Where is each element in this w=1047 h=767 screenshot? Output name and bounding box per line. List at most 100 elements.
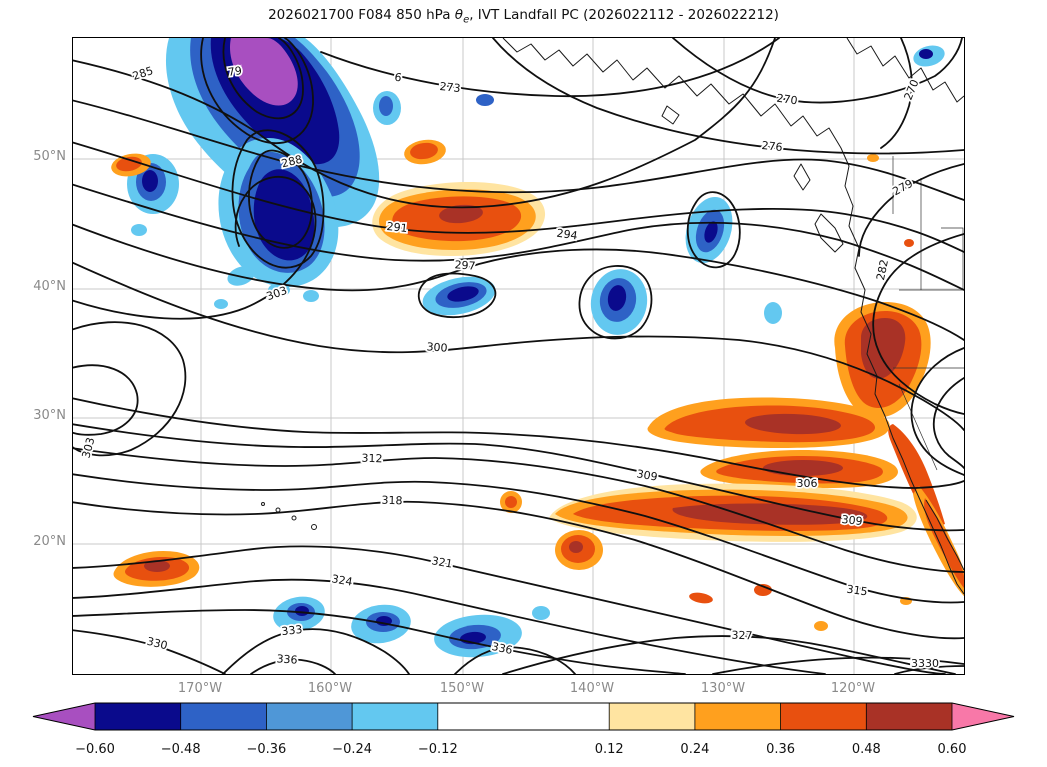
plot-area: 285 79 6 273 270 270 276 279 282 288 291 294 297 303 3… [72, 37, 965, 675]
theta-symbol: θe [454, 7, 470, 26]
contour-label: 3330 [911, 657, 939, 670]
contour-label: 291 [386, 220, 408, 235]
coastlines-part [661, 105, 680, 125]
shading-regions-part [379, 96, 393, 116]
contour-lines-part [73, 423, 964, 532]
contour-lines-part [73, 99, 964, 201]
contour-lines-part [73, 183, 964, 291]
contour-lines-part [872, 233, 964, 415]
colorbar-arrow [952, 703, 1014, 730]
contour-label: 282 [874, 258, 891, 281]
shading-regions-part [295, 606, 309, 616]
shading-regions-part [704, 221, 718, 243]
colorbar-tick-label: −0.36 [246, 742, 286, 757]
contour-label: 79 [227, 64, 243, 79]
contour-lines-part [73, 223, 964, 341]
contour-label: 297 [454, 258, 476, 272]
colorbar-arrow [33, 703, 95, 730]
colorbar-tick-label: −0.60 [75, 742, 115, 757]
contour-label: 306 [797, 477, 818, 490]
contour-label: 309 [636, 467, 659, 483]
shading-regions-part [763, 460, 843, 476]
shading-regions-part [607, 285, 627, 311]
coastlines-part [941, 227, 964, 290]
contour-lines-part [320, 38, 780, 98]
shading-regions-part [532, 606, 550, 620]
shading-regions-part [924, 498, 964, 588]
shading-regions-part [754, 584, 772, 596]
coastlines [261, 38, 964, 595]
contour-label: 303 [80, 436, 98, 460]
colorbar: −0.60 −0.48 −0.36 −0.24 −0.12 0.12 0.24 0.36 0.4… [32, 702, 1015, 757]
shading-regions-part [229, 38, 298, 106]
contour-label: 276 [761, 139, 783, 154]
contour-lines-part [73, 261, 964, 431]
contour-lines-part [73, 397, 964, 489]
figure-title: 2026021700 F084 850 hPa θe, IVT Landfall… [0, 7, 1047, 26]
lat-tick-label: 50°N [33, 149, 66, 164]
shading-regions [111, 38, 964, 658]
shading-regions-part [214, 299, 228, 309]
coastlines-part [275, 507, 281, 513]
lat-tick-label: 30°N [33, 408, 66, 423]
contour-lines-part [73, 447, 964, 573]
shading-regions-part [861, 318, 906, 379]
shading-regions-part [131, 224, 147, 236]
shading-regions-part [814, 621, 828, 631]
lon-tick-label: 120°W [830, 681, 876, 696]
coastlines-part [925, 499, 964, 571]
shading-regions-part [410, 142, 438, 160]
coastlines-part [793, 163, 811, 191]
shading-regions-part [505, 496, 517, 508]
contour-label: 294 [556, 227, 579, 243]
contour-label: 318 [381, 494, 402, 508]
colorbar-tick-label: 0.24 [680, 742, 709, 757]
shading-regions-part [116, 156, 142, 172]
contour-lines-part [200, 38, 314, 144]
coastlines-part [261, 502, 265, 506]
contour-lines-part [417, 272, 497, 319]
shading-regions-part [745, 413, 841, 435]
colorbar-tick-label: −0.48 [161, 742, 201, 757]
shading-regions-part [447, 286, 479, 302]
contour-lines-part [73, 38, 776, 209]
contour-lines [73, 38, 964, 674]
colorbar-segment [266, 703, 353, 730]
shading-regions-part [919, 49, 933, 59]
contour-lines-part [672, 38, 963, 104]
contour-label: 303 [265, 284, 289, 303]
contour-lines-part [492, 38, 964, 155]
lon-tick-label: 160°W [307, 681, 353, 696]
colorbar-tick-label: 0.48 [852, 742, 881, 757]
colorbar-outline [32, 702, 1015, 731]
shading-regions-part [764, 302, 782, 324]
coastlines-part [846, 38, 964, 103]
shading-regions-part [439, 204, 483, 224]
colorbar-segment [352, 703, 438, 730]
shading-regions-part [867, 154, 879, 162]
coastlines-part [502, 38, 964, 595]
contour-label: 324 [331, 572, 354, 588]
contour-label: 330 [145, 635, 169, 653]
contour-label: 270 [776, 92, 799, 108]
colorbar-segment [95, 703, 181, 730]
contour-label: 309 [841, 513, 863, 528]
lon-tick-label: 150°W [439, 681, 485, 696]
contour-lines-part [858, 163, 964, 257]
contour-label: 273 [439, 80, 461, 95]
contour-label: 333 [281, 623, 303, 638]
colorbar-segment [866, 703, 952, 730]
shading-regions-part [476, 94, 494, 106]
contour-lines-part [73, 578, 826, 674]
shading-regions-part [569, 541, 583, 553]
contour-label: 312 [361, 452, 382, 466]
contour-lines-part [880, 38, 913, 149]
title-suffix: , IVT Landfall PC (2026022112 - 20260222… [469, 7, 779, 23]
shading-regions-part [268, 283, 290, 297]
lon-tick-label: 170°W [177, 681, 223, 696]
colorbar-segment [694, 703, 781, 730]
contour-lines-part [231, 129, 325, 269]
coastlines-part [814, 213, 844, 253]
contour-lines-part [73, 609, 686, 674]
shading-regions-part [253, 169, 315, 261]
